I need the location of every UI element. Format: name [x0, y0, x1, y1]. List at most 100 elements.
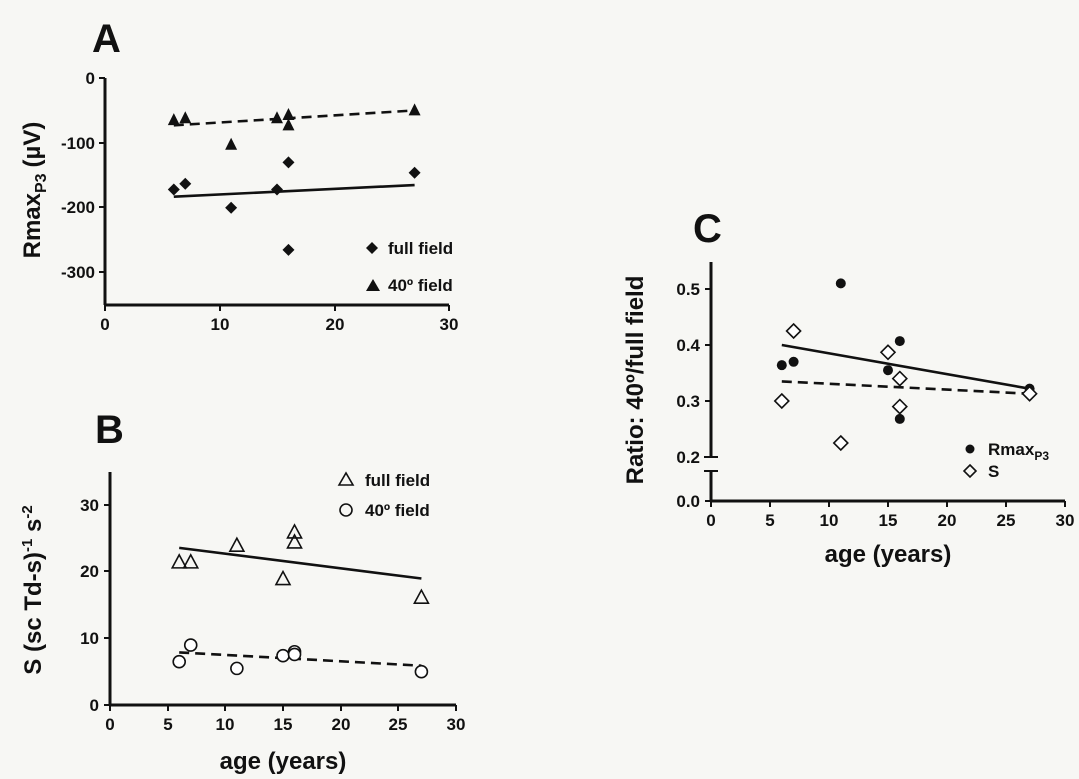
- panel-a: A 0 -100 -200 -300 0 10 20 30 RmaxP3(µV)…: [19, 17, 458, 334]
- panel-c-fit-line-0: [781, 343, 1030, 390]
- panel-b-data-point: [286, 523, 303, 539]
- panel-a-y-tick-label: -100: [61, 134, 95, 153]
- panel-c-x-tick-label: 25: [997, 511, 1016, 530]
- panel-a-data-point: [282, 243, 295, 256]
- panel-c-data-point: [1021, 385, 1038, 402]
- panel-b-data-point: [228, 536, 246, 553]
- panel-a-data-point: [167, 183, 180, 196]
- panel-a-legend: full field 40º field: [366, 239, 453, 295]
- panel-c-legend-rmax: RmaxP3: [988, 440, 1049, 463]
- panel-c-y-tick-label: 0.0: [676, 492, 700, 511]
- panel-c-legend: RmaxP3 S: [962, 440, 1049, 481]
- panel-c-data-point: [891, 370, 908, 387]
- panel-label-b: B: [95, 408, 124, 452]
- panel-c-y-tick-label: 0.3: [676, 392, 700, 411]
- panel-label-c: C: [693, 207, 722, 251]
- panel-c-data-point: [773, 392, 790, 410]
- panel-b-legend-40-field: 40º field: [365, 501, 430, 520]
- legend-marker-circle-filled: [965, 444, 975, 454]
- panel-a-data-point: [282, 156, 295, 169]
- panel-b-y-tick-label: 20: [80, 562, 99, 581]
- legend-marker-diamond-open: [962, 463, 978, 479]
- panel-a-y-tick-label: -300: [61, 263, 95, 282]
- panel-a-data-point: [179, 111, 192, 124]
- panel-b-data-point: [182, 553, 200, 569]
- panel-c-data-point: [788, 356, 799, 367]
- panel-a-data-point: [282, 107, 295, 120]
- panel-b-y-tick-label: 0: [90, 696, 99, 715]
- panel-b-data-point: [230, 661, 244, 676]
- panel-b-fit-line-0: [179, 546, 422, 580]
- panel-b: B 0 10 20 30 0 5 10 15 20 25 30 age (yea…: [19, 408, 465, 775]
- panel-b-fit-line-1: [179, 651, 422, 668]
- panel-c-data-point: [891, 398, 908, 415]
- panel-a-x-tick-label: 20: [326, 315, 345, 334]
- panel-b-data-point: [183, 638, 198, 652]
- panel-c-data-point: [894, 336, 905, 347]
- panel-c-y-tick-label: 0.5: [676, 280, 700, 299]
- panel-c-data-point: [883, 365, 893, 376]
- panel-b-plot-area: [170, 523, 430, 679]
- panel-b-x-tick-label: 20: [332, 715, 351, 734]
- panel-a-legend-full-field: full field: [388, 239, 453, 258]
- panel-a-data-point: [225, 137, 238, 150]
- panel-b-y-axis-label: S (sc Td-s)-1 s-2: [19, 505, 47, 674]
- panel-b-data-point: [172, 654, 186, 669]
- panel-b-data-point: [287, 647, 302, 662]
- panel-a-plot-area: [167, 103, 421, 256]
- panel-c-data-point: [879, 344, 897, 361]
- panel-b-data-point: [413, 588, 430, 604]
- panel-c-x-tick-label: 0: [706, 511, 715, 530]
- panel-a-x-tick-label: 0: [100, 315, 109, 334]
- panel-b-x-tick-label: 30: [447, 715, 466, 734]
- panel-c-x-tick-label: 20: [938, 511, 957, 530]
- panel-b-data-point: [286, 533, 303, 549]
- panel-a-y-axis-label: RmaxP3(µV): [19, 122, 50, 259]
- panel-b-x-tick-label: 5: [163, 715, 172, 734]
- panel-b-data-point: [170, 553, 188, 569]
- panel-a-y-tick-label: -200: [61, 198, 95, 217]
- panel-c-data-point: [785, 322, 802, 340]
- panel-c-legend-s: S: [988, 462, 999, 481]
- panel-a-x-tick-label: 30: [440, 315, 459, 334]
- panel-c-fit-line-1: [781, 380, 1030, 396]
- panel-a-legend-40-field: 40º field: [388, 276, 453, 295]
- legend-marker-triangle-open: [337, 471, 355, 486]
- panel-b-data-point: [414, 664, 429, 679]
- panel-c-data-point: [832, 434, 849, 452]
- panel-b-x-tick-label: 15: [274, 715, 293, 734]
- panel-a-fit-line-1: [173, 109, 415, 127]
- legend-marker-triangle-filled: [366, 279, 380, 291]
- panel-c-y-tick-label: 0.2: [676, 448, 700, 467]
- panel-c-x-tick-label: 15: [879, 511, 898, 530]
- legend-marker-circle-open: [339, 503, 353, 517]
- panel-a-data-point: [225, 201, 238, 214]
- panel-a-data-point: [271, 111, 283, 124]
- panel-a-data-point: [167, 113, 180, 126]
- panel-c: C 0.0 0.2 0.3 0.4 0.5 0 5 10 15 20 25 30…: [622, 207, 1074, 568]
- panel-a-x-tick-label: 10: [211, 315, 230, 334]
- panel-c-plot-area: [773, 278, 1038, 452]
- panel-a-data-point: [271, 183, 283, 196]
- panel-a-data-point: [408, 166, 421, 179]
- panel-b-data-point: [276, 648, 290, 663]
- panel-c-x-tick-label: 5: [765, 511, 774, 530]
- panel-a-data-point: [282, 118, 295, 131]
- panel-c-data-point: [835, 278, 846, 289]
- panel-label-a: A: [92, 17, 121, 61]
- panel-c-data-point: [894, 413, 905, 424]
- panel-b-legend: full field 40º field: [337, 471, 430, 520]
- panel-b-x-tick-label: 10: [216, 715, 235, 734]
- panel-a-y-tick-label: 0: [86, 69, 95, 88]
- panel-a-fit-line-0: [173, 183, 415, 198]
- panel-b-x-axis-label: age (years): [220, 748, 347, 775]
- panel-a-data-point: [408, 103, 421, 116]
- panel-c-data-point: [776, 360, 787, 371]
- panel-b-x-tick-label: 25: [389, 715, 408, 734]
- panel-c-x-tick-label: 10: [820, 511, 839, 530]
- legend-marker-diamond-filled: [366, 242, 378, 254]
- panel-b-y-tick-label: 30: [80, 496, 99, 515]
- panel-a-data-point: [179, 177, 192, 190]
- panel-c-x-tick-label: 30: [1056, 511, 1075, 530]
- panel-b-data-point: [274, 569, 292, 586]
